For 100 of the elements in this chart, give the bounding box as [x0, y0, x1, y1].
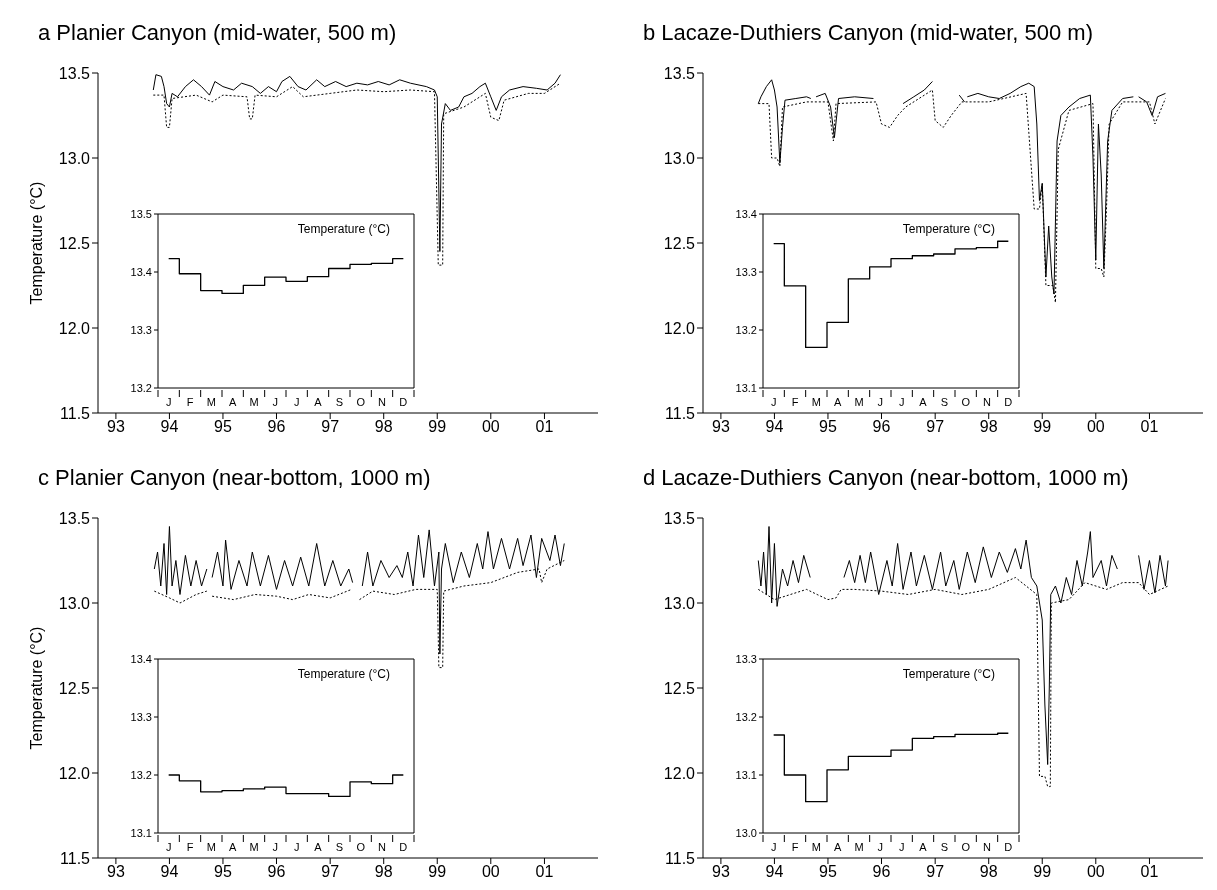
- y-tick-label: 12.5: [58, 234, 91, 252]
- y-tick-label: 13.0: [58, 149, 91, 167]
- y-tick-label: 12.0: [663, 319, 696, 337]
- y-axis-title: Temperature (°C): [902, 667, 995, 681]
- x-tick-label: 00: [1086, 418, 1105, 436]
- x-tick-label: J: [898, 841, 905, 853]
- x-tick-label: 96: [872, 863, 891, 881]
- x-tick-label: 93: [107, 863, 125, 881]
- x-tick-label: D: [1004, 396, 1013, 408]
- y-tick-label: 12.5: [663, 234, 696, 252]
- x-tick-label: A: [833, 841, 842, 853]
- x-tick-label: S: [335, 396, 344, 408]
- x-tick-label: 96: [267, 418, 286, 436]
- x-tick-label: 94: [765, 863, 784, 881]
- x-tick-label: J: [165, 841, 172, 853]
- x-tick-label: 93: [107, 418, 125, 436]
- x-tick-label: 95: [819, 863, 837, 881]
- y-tick-label: 12.5: [663, 679, 696, 697]
- x-tick-label: 97: [321, 418, 340, 436]
- y-tick-label: 13.3: [735, 652, 757, 665]
- y-tick-label: 12.0: [663, 764, 696, 782]
- x-tick-label: S: [940, 841, 949, 853]
- x-tick-label: J: [898, 396, 905, 408]
- y-tick-label: 12.0: [58, 764, 91, 782]
- x-tick-label: 99: [1033, 863, 1052, 881]
- x-tick-label: 94: [160, 418, 179, 436]
- y-tick-label: 13.1: [735, 381, 757, 394]
- x-tick-label: 98: [374, 863, 393, 881]
- x-tick-label: M: [854, 841, 864, 853]
- x-tick-label: J: [877, 841, 884, 853]
- y-tick-label: 13.4: [130, 652, 152, 665]
- x-tick-label: M: [854, 396, 864, 408]
- y-tick-label: 13.3: [735, 265, 757, 278]
- x-tick-label: D: [399, 841, 408, 853]
- y-tick-label: 13.2: [735, 323, 757, 336]
- y-tick-label: 11.5: [60, 404, 91, 422]
- y-tick-label: 13.3: [130, 710, 152, 723]
- y-tick-label: 11.5: [665, 849, 696, 867]
- y-tick-label: 13.5: [663, 64, 696, 82]
- x-tick-label: A: [833, 396, 842, 408]
- x-tick-label: 01: [535, 863, 554, 881]
- x-tick-label: 99: [428, 418, 447, 436]
- y-tick-label: 13.2: [130, 381, 152, 394]
- x-tick-label: F: [791, 841, 799, 853]
- x-tick-label: A: [314, 841, 323, 853]
- x-tick-label: 93: [712, 863, 730, 881]
- x-tick-label: S: [940, 396, 949, 408]
- y-axis-title: Temperature (°C): [27, 181, 45, 305]
- x-tick-label: 01: [1140, 418, 1159, 436]
- chart-title: a Planier Canyon (mid-water, 500 m): [38, 20, 397, 46]
- x-tick-label: O: [961, 396, 971, 408]
- x-tick-label: 98: [374, 418, 393, 436]
- y-tick-label: 11.5: [60, 849, 91, 867]
- y-axis-title: Temperature (°C): [297, 222, 390, 236]
- x-tick-label: N: [378, 841, 387, 853]
- x-tick-label: 00: [481, 418, 500, 436]
- x-tick-label: 96: [267, 863, 286, 881]
- chart-title: d Lacaze-Duthiers Canyon (near-bottom, 1000 m): [643, 465, 1129, 491]
- x-tick-label: 93: [712, 418, 730, 436]
- x-tick-label: J: [165, 396, 172, 408]
- x-tick-label: N: [378, 396, 387, 408]
- x-tick-label: M: [811, 841, 821, 853]
- x-tick-label: J: [272, 396, 279, 408]
- x-tick-label: J: [877, 396, 884, 408]
- x-tick-label: 97: [926, 418, 945, 436]
- x-tick-label: M: [206, 841, 216, 853]
- x-tick-label: 97: [321, 863, 340, 881]
- x-tick-label: F: [186, 396, 194, 408]
- x-tick-label: N: [983, 841, 992, 853]
- y-tick-label: 13.0: [735, 826, 757, 839]
- x-tick-label: 95: [214, 418, 232, 436]
- x-tick-label: J: [272, 841, 279, 853]
- y-tick-label: 13.0: [58, 594, 91, 612]
- x-tick-label: 99: [1033, 418, 1052, 436]
- y-tick-label: 13.5: [130, 207, 152, 220]
- x-tick-label: 95: [214, 863, 232, 881]
- x-tick-label: A: [919, 841, 928, 853]
- x-tick-label: S: [335, 841, 344, 853]
- x-tick-label: A: [228, 841, 237, 853]
- y-tick-label: 13.1: [735, 768, 757, 781]
- x-tick-label: 01: [1140, 863, 1159, 881]
- x-tick-label: O: [961, 841, 971, 853]
- x-tick-label: O: [356, 841, 366, 853]
- x-tick-label: 99: [428, 863, 447, 881]
- x-tick-label: 01: [535, 418, 554, 436]
- x-tick-label: O: [356, 396, 366, 408]
- x-tick-label: 96: [872, 418, 891, 436]
- y-tick-label: 13.4: [130, 265, 152, 278]
- x-tick-label: A: [228, 396, 237, 408]
- x-tick-label: J: [770, 841, 777, 853]
- x-tick-label: M: [249, 396, 259, 408]
- x-tick-label: 98: [979, 863, 998, 881]
- x-tick-label: D: [399, 396, 408, 408]
- x-tick-label: M: [249, 841, 259, 853]
- x-tick-label: J: [293, 396, 300, 408]
- x-tick-label: J: [293, 841, 300, 853]
- y-tick-label: 13.5: [58, 64, 91, 82]
- y-tick-label: 13.2: [735, 710, 757, 723]
- x-tick-label: J: [770, 396, 777, 408]
- x-tick-label: M: [811, 396, 821, 408]
